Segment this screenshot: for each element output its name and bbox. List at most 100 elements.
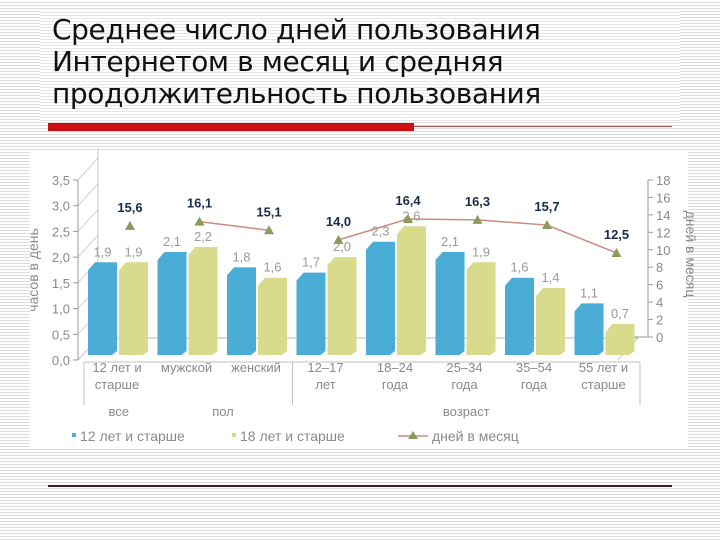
bar: 1,4 xyxy=(536,270,565,355)
triangle-marker-icon xyxy=(125,220,135,230)
right-axis-tick-label: 14 xyxy=(656,208,670,223)
legend-triangle-icon xyxy=(408,431,418,439)
right-axis-tick-label: 8 xyxy=(656,260,663,275)
line-point: 16,4 xyxy=(395,193,421,223)
legend-item: дней в месяц xyxy=(398,428,519,444)
line-value-label: 16,3 xyxy=(465,194,490,209)
bar: 1,7 xyxy=(296,255,326,355)
left-axis-tick-label: 3,5 xyxy=(52,173,70,188)
triangle-marker-icon xyxy=(472,214,483,224)
bar-value-label: 2,2 xyxy=(194,229,212,244)
title-background xyxy=(40,10,680,122)
left-axis-tick-label: 2,0 xyxy=(52,250,70,265)
bar: 2,0 xyxy=(327,239,357,355)
slide-title: Среднее число дней пользования Интернето… xyxy=(52,14,672,110)
triangle-marker-icon xyxy=(333,234,344,244)
bar-value-label: 1,6 xyxy=(510,260,528,275)
bar: 2,6 xyxy=(397,208,426,355)
bar: 2,1 xyxy=(157,234,187,355)
bar: 2,3 xyxy=(366,224,395,355)
bar: 1,6 xyxy=(258,260,287,355)
bar-value-label: 1,6 xyxy=(263,260,281,275)
triangle-marker-icon xyxy=(403,213,413,223)
line-value-label: 16,4 xyxy=(395,193,421,208)
title-accent-bar xyxy=(48,123,414,131)
line-value-label: 12,5 xyxy=(604,227,629,242)
category-label: старше xyxy=(95,377,139,392)
chart-legend: 12 лет и старше 18 лет и старше дней в мес… xyxy=(72,428,519,444)
legend-swatch-icon xyxy=(72,433,76,437)
bar: 0,7 xyxy=(605,306,635,355)
category-group-label: возраст xyxy=(443,404,490,419)
bar-value-label: 1,7 xyxy=(302,255,320,270)
bar-value-label: 1,1 xyxy=(580,285,598,300)
right-axis-tick-label: 4 xyxy=(656,295,663,310)
title-divider xyxy=(414,126,672,127)
line-point: 16,3 xyxy=(465,194,490,224)
bar-value-label: 2,3 xyxy=(371,224,389,239)
legend-swatch-icon xyxy=(232,433,236,437)
bar-value-label: 1,9 xyxy=(124,244,142,259)
category-label: лет xyxy=(315,377,335,392)
svg-text:дней в месяц: дней в месяц xyxy=(432,428,519,444)
left-axis-tick-label: 1,0 xyxy=(52,302,70,317)
bar: 1,9 xyxy=(466,244,496,355)
category-label: года xyxy=(451,377,478,392)
line-point: 15,6 xyxy=(117,200,143,230)
bar: 1,6 xyxy=(505,260,534,355)
category-label: года xyxy=(521,377,548,392)
left-axis-tick-label: 0,0 xyxy=(52,353,70,368)
line-point: 15,7 xyxy=(534,199,560,230)
category-group-label: пол xyxy=(212,404,234,419)
right-axis-tick-label: 6 xyxy=(656,278,663,293)
bar-value-label: 2,1 xyxy=(163,234,181,249)
line-point: 16,1 xyxy=(187,196,212,226)
right-axis-tick-label: 0 xyxy=(656,330,663,345)
triangle-marker-icon xyxy=(542,220,552,230)
line-point: 15,1 xyxy=(256,204,282,235)
svg-text:12 лет и старше: 12 лет и старше xyxy=(80,428,185,444)
legend-item: 12 лет и старше xyxy=(72,428,185,444)
line-point: 14,0 xyxy=(326,214,351,244)
bar: 1,1 xyxy=(574,285,604,355)
category-label: мужской xyxy=(161,360,212,375)
line-value-label: 15,6 xyxy=(117,200,142,215)
title-line-3: продолжительность пользования xyxy=(52,77,541,110)
bar-value-label: 0,7 xyxy=(611,306,629,321)
bar-value-label: 1,9 xyxy=(472,244,490,259)
right-axis-tick-label: 12 xyxy=(656,225,670,240)
bar-value-label: 1,9 xyxy=(93,244,111,259)
title-line-1: Среднее число дней пользования xyxy=(52,13,541,46)
bar-value-label: 1,4 xyxy=(541,270,559,285)
bar: 1,8 xyxy=(227,249,256,355)
left-axis-tick-label: 2,5 xyxy=(52,224,70,239)
category-group-label: все xyxy=(109,404,130,419)
category-label: 35–54 xyxy=(516,360,552,375)
footer-divider xyxy=(48,485,672,487)
bar: 1,9 xyxy=(88,244,117,355)
line-value-label: 14,0 xyxy=(326,214,351,229)
title-line-2: Интернетом в месяц и средняя xyxy=(52,45,504,78)
bar-value-label: 2,1 xyxy=(441,234,459,249)
right-axis-tick-label: 2 xyxy=(656,313,663,328)
category-label: года xyxy=(382,377,409,392)
category-label: 12 лет и xyxy=(92,360,141,375)
right-axis-tick-label: 10 xyxy=(656,243,670,258)
left-axis-title: часов в день xyxy=(25,228,41,312)
category-label: старше xyxy=(581,377,625,392)
triangle-marker-icon xyxy=(194,216,205,226)
triangle-marker-icon xyxy=(611,247,622,257)
triangle-marker-icon xyxy=(264,225,274,235)
line-value-label: 15,1 xyxy=(256,204,281,219)
right-axis-tick-label: 18 xyxy=(656,173,670,188)
bar: 2,1 xyxy=(435,234,465,355)
category-axis: 12 лет и старше мужской женский 12–17 лет 18–2… xyxy=(83,360,641,419)
chart-axes: 0,0 0,5 1,0 1,5 2,0 2,5 3,0 3,5 часов в день 0 2 4 6… xyxy=(25,173,699,368)
left-axis-tick-label: 0,5 xyxy=(52,327,70,342)
category-label: 18–24 xyxy=(377,360,413,375)
line-point: 12,5 xyxy=(604,227,629,257)
category-label: женский xyxy=(231,360,281,375)
left-axis-tick-label: 1,5 xyxy=(52,276,70,291)
bar: 2,2 xyxy=(188,229,218,355)
right-axis-title: дней в месяц xyxy=(683,211,699,298)
